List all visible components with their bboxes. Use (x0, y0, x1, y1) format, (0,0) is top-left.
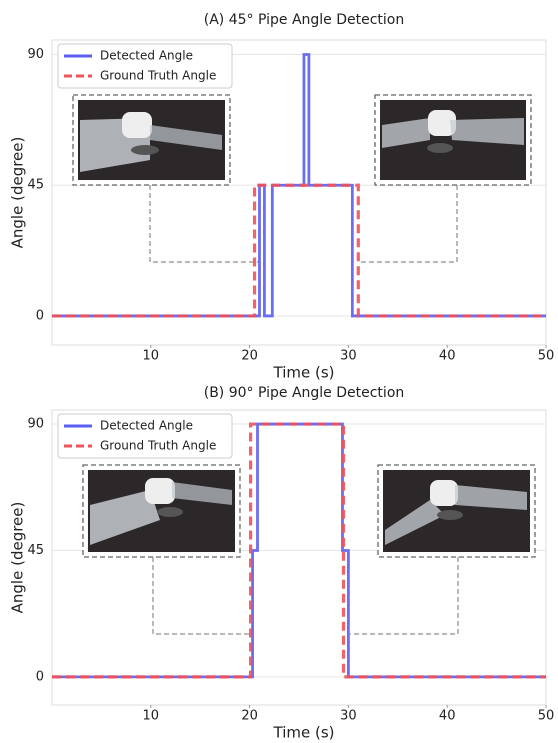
legend-box (57, 43, 233, 89)
series-line (52, 422, 546, 679)
x-tick-label: 50 (538, 349, 555, 364)
photo-inset (82, 464, 252, 635)
x-tick-label: 30 (340, 709, 357, 724)
y-tick-label: 45 (27, 543, 44, 558)
x-axis-label: Time (s) (273, 724, 335, 742)
y-tick-label: 90 (27, 47, 44, 62)
x-tick-label: 30 (340, 349, 357, 364)
photo-inset (72, 94, 259, 263)
x-tick-label: 20 (241, 709, 258, 724)
y-axis-label: Angle (degree) (9, 502, 27, 614)
chart-title: (B) 90° Pipe Angle Detection (204, 385, 405, 401)
x-tick-label: 40 (439, 709, 456, 724)
photo-inset (360, 94, 532, 263)
y-tick-label: 0 (36, 669, 44, 684)
legend-label: Detected Angle (100, 49, 193, 63)
photo-inset (350, 464, 536, 635)
legend-label: Ground Truth Angle (100, 69, 216, 83)
series-line (52, 183, 546, 318)
chart-title: (A) 45° Pipe Angle Detection (204, 12, 405, 28)
x-tick-label: 10 (143, 349, 160, 364)
legend-box (57, 413, 233, 459)
y-tick-label: 90 (27, 417, 44, 432)
y-axis-label: Angle (degree) (9, 137, 27, 249)
x-axis-label: Time (s) (273, 364, 335, 382)
x-tick-label: 40 (439, 349, 456, 364)
legend-label: Detected Angle (100, 419, 193, 433)
y-tick-label: 0 (36, 308, 44, 323)
plot-frame (51, 409, 547, 706)
y-tick-label: 45 (27, 178, 44, 193)
series-line (52, 422, 546, 679)
plot-frame (51, 39, 547, 346)
x-tick-label: 50 (538, 709, 555, 724)
legend-label: Ground Truth Angle (100, 439, 216, 453)
x-tick-label: 10 (143, 709, 160, 724)
x-tick-label: 20 (241, 349, 258, 364)
